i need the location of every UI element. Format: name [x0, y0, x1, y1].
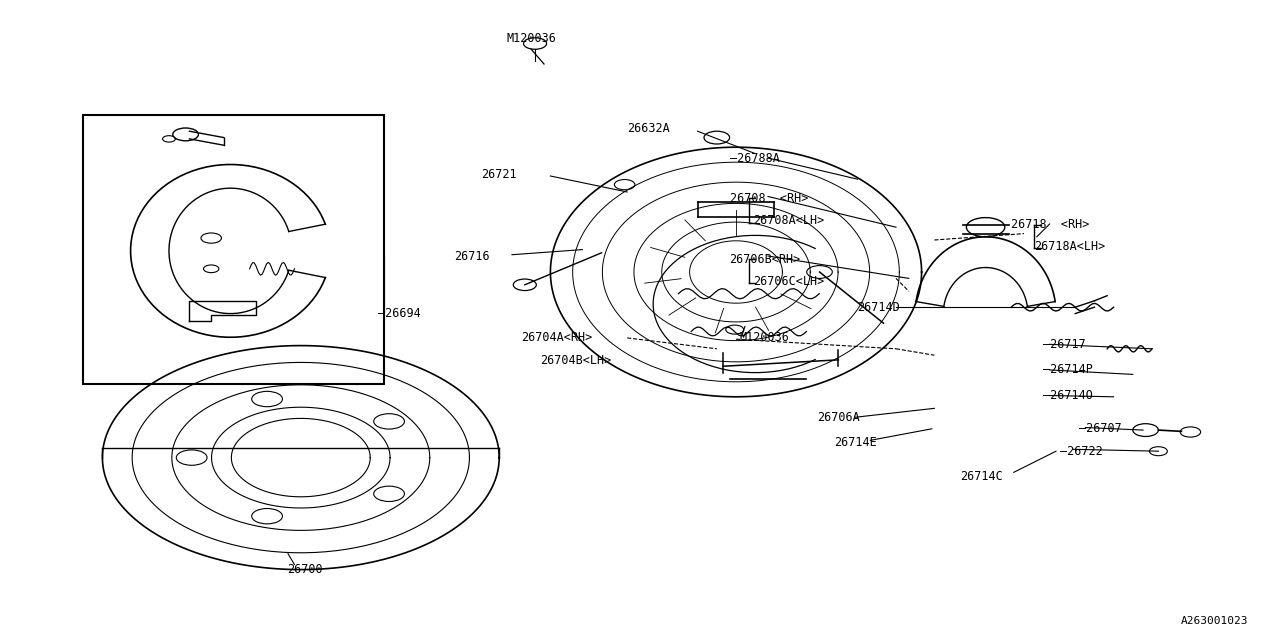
Text: 26700: 26700	[287, 563, 323, 576]
Bar	[83, 115, 384, 384]
Text: 26706C<LH>: 26706C<LH>	[753, 275, 824, 288]
Text: —26788A: —26788A	[730, 152, 780, 165]
Text: 26704A<RH>: 26704A<RH>	[521, 332, 593, 344]
Text: 26706A: 26706A	[817, 411, 859, 424]
Text: 26714D: 26714D	[858, 301, 900, 314]
Text: —26694: —26694	[378, 307, 420, 320]
Text: 26704B<LH>: 26704B<LH>	[540, 354, 612, 367]
Text: M120036: M120036	[507, 32, 556, 45]
Text: M120036: M120036	[740, 332, 790, 344]
Text: 26718  <RH>: 26718 <RH>	[1011, 218, 1089, 230]
Text: 26721: 26721	[481, 168, 517, 180]
Text: —26722: —26722	[1060, 445, 1102, 458]
Text: 26708  <RH>: 26708 <RH>	[730, 192, 808, 205]
Text: 26716: 26716	[454, 250, 490, 262]
Text: —26707: —26707	[1079, 422, 1121, 435]
Text: 26632A: 26632A	[627, 122, 669, 134]
Text: —26714O: —26714O	[1043, 389, 1093, 402]
Text: A263001023: A263001023	[1180, 616, 1248, 626]
Text: 26708A<LH>: 26708A<LH>	[753, 214, 824, 227]
Text: 26714C: 26714C	[960, 470, 1002, 483]
Text: 26714E: 26714E	[835, 436, 877, 449]
Text: —26717: —26717	[1043, 338, 1085, 351]
Text: —26714P: —26714P	[1043, 364, 1093, 376]
Text: 26706B<RH>: 26706B<RH>	[730, 253, 801, 266]
Text: 26718A<LH>: 26718A<LH>	[1034, 240, 1106, 253]
